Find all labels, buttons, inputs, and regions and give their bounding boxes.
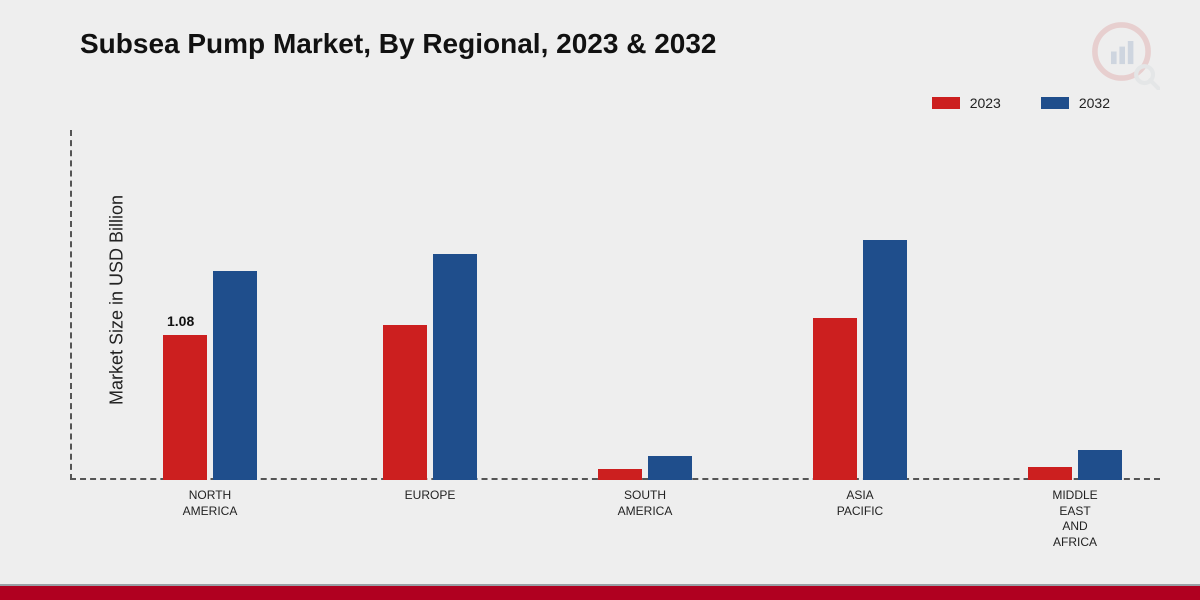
bar bbox=[648, 456, 692, 480]
bar-value-label: 1.08 bbox=[167, 313, 194, 329]
x-axis-category-label: SOUTHAMERICA bbox=[585, 488, 705, 519]
bar bbox=[813, 318, 857, 480]
bar bbox=[383, 325, 427, 480]
bar bbox=[1028, 467, 1072, 480]
bar-group bbox=[813, 240, 907, 480]
legend-swatch-2023 bbox=[932, 97, 960, 109]
bar bbox=[1078, 450, 1122, 480]
brand-logo-icon bbox=[1090, 20, 1160, 90]
legend-item-2023: 2023 bbox=[932, 95, 1001, 111]
x-axis-category-label: ASIAPACIFIC bbox=[800, 488, 920, 519]
legend-label: 2023 bbox=[970, 95, 1001, 111]
bar bbox=[163, 335, 207, 480]
bar-group bbox=[598, 456, 692, 480]
bar-group bbox=[1028, 450, 1122, 480]
footer-underline bbox=[0, 584, 1200, 586]
bar-group bbox=[383, 254, 477, 480]
legend-item-2032: 2032 bbox=[1041, 95, 1110, 111]
bar bbox=[433, 254, 477, 480]
bar-group bbox=[163, 271, 257, 480]
bar bbox=[863, 240, 907, 480]
bar bbox=[598, 469, 642, 480]
legend-swatch-2032 bbox=[1041, 97, 1069, 109]
x-axis-category-label: MIDDLEEASTANDAFRICA bbox=[1015, 488, 1135, 550]
x-axis-category-label: NORTHAMERICA bbox=[150, 488, 270, 519]
bar bbox=[213, 271, 257, 480]
chart-title: Subsea Pump Market, By Regional, 2023 & … bbox=[80, 28, 716, 60]
x-axis-category-label: EUROPE bbox=[370, 488, 490, 504]
legend-label: 2032 bbox=[1079, 95, 1110, 111]
y-axis-line bbox=[70, 130, 72, 480]
footer-bar bbox=[0, 586, 1200, 600]
plot-area: 1.08 bbox=[70, 130, 1160, 480]
legend: 2023 2032 bbox=[932, 95, 1110, 111]
